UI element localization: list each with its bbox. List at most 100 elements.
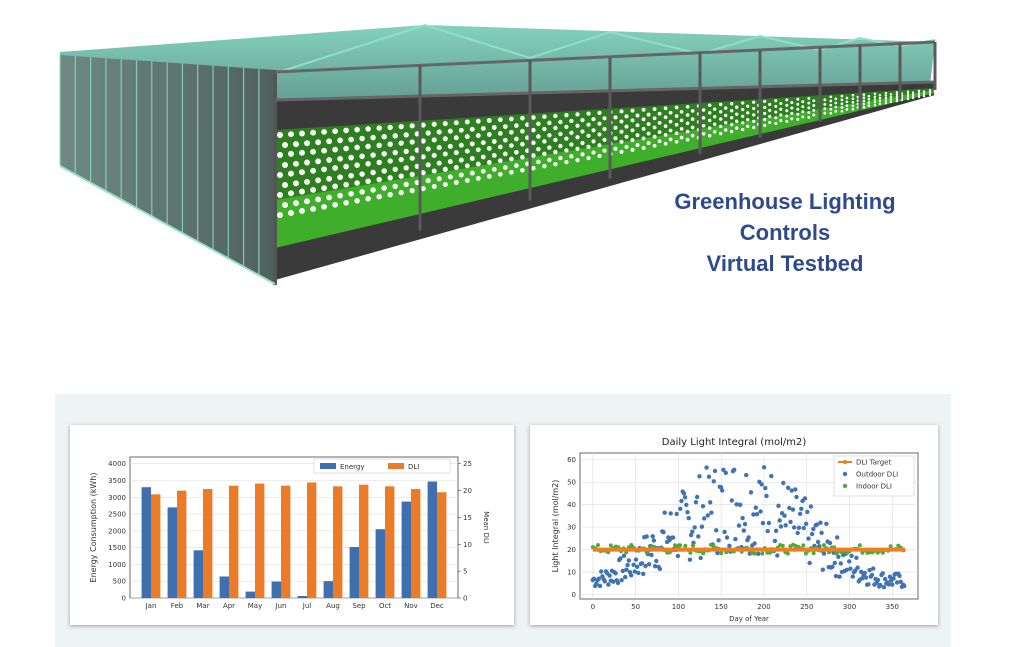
grow-light: [409, 123, 415, 129]
outdoor-dli-point: [775, 553, 780, 558]
grow-light: [635, 113, 640, 118]
grow-light: [895, 99, 899, 103]
outdoor-dli-point: [880, 571, 885, 576]
grow-light: [718, 110, 723, 114]
grow-light: [685, 104, 690, 109]
outdoor-dli-point: [674, 511, 679, 517]
outdoor-dli-point: [699, 524, 705, 529]
outdoor-dli-point: [688, 532, 694, 538]
grow-light: [575, 146, 580, 151]
dli-ytick-label: 0: [463, 595, 467, 603]
outdoor-dli-point: [844, 567, 849, 572]
grow-light: [387, 158, 393, 164]
grow-light: [458, 142, 464, 148]
grow-light: [288, 131, 294, 138]
grow-light: [646, 112, 651, 117]
indoor-dli-point: [701, 551, 706, 556]
grow-light: [889, 95, 893, 99]
outdoor-dli-point: [712, 468, 718, 474]
grow-light: [878, 96, 882, 100]
grow-light: [520, 168, 525, 173]
outdoor-dli-point: [769, 473, 774, 479]
grow-light: [723, 128, 728, 132]
grow-light: [293, 141, 299, 148]
outdoor-dli-point: [668, 511, 673, 516]
grow-light: [718, 102, 723, 107]
outdoor-dli-point: [866, 582, 871, 587]
indoor-dli-point: [752, 551, 757, 556]
grow-light: [491, 153, 497, 158]
grow-light: [547, 133, 552, 138]
grow-light: [712, 107, 717, 111]
grow-light: [674, 139, 679, 144]
grow-light: [763, 117, 767, 122]
grow-light: [514, 136, 519, 142]
indoor-dli-point: [596, 543, 600, 547]
dli-xtick-label: 50: [631, 603, 640, 611]
indoor-dli-point: [801, 543, 806, 548]
outdoor-dli-point: [624, 567, 629, 572]
grow-light: [354, 162, 360, 168]
grow-light: [326, 138, 332, 145]
grow-light: [741, 101, 745, 105]
outdoor-dli-point: [646, 562, 652, 567]
grow-light: [542, 163, 547, 169]
grow-light: [928, 93, 932, 97]
grow-light: [442, 151, 448, 157]
dli-ytick-label: 10: [463, 541, 472, 549]
dli-y-axis-label: Light Integral (mol/m2): [551, 480, 560, 573]
grow-light: [635, 143, 640, 147]
grow-light: [293, 200, 299, 207]
grow-light: [332, 146, 338, 153]
outdoor-dli-point: [891, 576, 896, 581]
grow-light: [376, 176, 382, 183]
grow-light: [679, 118, 684, 123]
grow-light: [381, 133, 387, 140]
dli-chart-card: Daily Light Integral (mol/m2) 0 10 20 30 40 50…: [530, 425, 938, 625]
grow-light: [917, 95, 921, 99]
outdoor-dli-point: [621, 553, 627, 558]
grow-light: [580, 129, 585, 134]
outdoor-dli-point: [878, 582, 883, 588]
grow-light: [464, 177, 470, 183]
outdoor-dli-point: [821, 551, 827, 556]
grow-light: [707, 133, 712, 138]
outdoor-dli-point: [837, 574, 842, 579]
outdoor-dli-point: [831, 550, 836, 555]
grow-light: [889, 100, 893, 104]
grow-light: [343, 145, 349, 152]
outdoor-dli-point: [741, 528, 746, 533]
grow-light: [851, 93, 855, 97]
grow-light-grid: [277, 88, 937, 218]
dli-bar: [151, 494, 161, 598]
grow-light: [553, 113, 558, 119]
grow-light: [823, 111, 827, 115]
outdoor-dli-point: [675, 553, 681, 559]
grow-light: [862, 105, 866, 109]
indoor-dli-point: [888, 544, 893, 549]
dli-legend: DLI Target Outdoor DLI Indoor DLI: [833, 455, 915, 497]
energy-bar: [167, 507, 177, 598]
grow-light: [520, 154, 525, 160]
grow-light: [646, 141, 651, 146]
grow-light: [542, 114, 547, 119]
outdoor-dli-point: [714, 528, 719, 533]
outdoor-dli-point: [657, 566, 663, 572]
grow-light: [851, 97, 855, 101]
grow-light: [310, 187, 316, 193]
grow-light: [514, 149, 519, 155]
grow-light: [343, 181, 349, 188]
indoor-dli-point: [785, 551, 790, 556]
grow-light: [646, 122, 651, 127]
outdoor-dli-point: [679, 498, 684, 504]
grow-light: [906, 96, 910, 99]
outdoor-dli-point: [785, 485, 791, 490]
dli-bar: [385, 486, 395, 598]
grow-light: [509, 169, 514, 175]
grow-light: [392, 133, 398, 139]
grow-light: [878, 102, 882, 106]
outdoor-dli-point: [702, 516, 707, 521]
outdoor-dli-point: [618, 556, 623, 561]
grow-light: [288, 190, 294, 197]
grow-light: [895, 97, 899, 101]
